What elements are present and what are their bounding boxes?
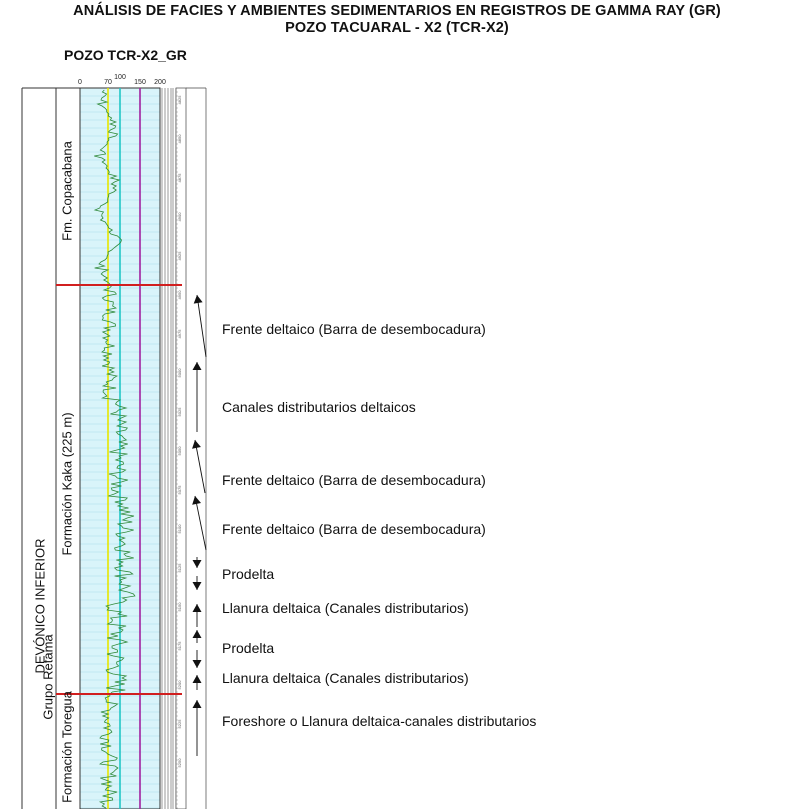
arrow-up-head [192,496,202,505]
facies-label: Frente deltaico (Barra de desembocadura) [222,472,486,488]
chart-title-line1: ANÁLISIS DE FACIES Y AMBIENTES SEDIMENTA… [73,3,721,19]
depth-label: 5100 [177,524,182,534]
depth-label: 4850 [177,134,182,144]
scale-tick-label: 100 [114,74,126,81]
depth-label: 4825 [177,95,182,105]
arrow-down-head [192,660,202,668]
formation-kaka-label: Formación Kaka (225 m) [59,412,75,556]
facies-label: Prodelta [222,566,275,582]
depth-label: 4975 [177,329,182,339]
arrow-up-shaft [194,439,206,494]
facies-label: Prodelta [222,640,275,656]
group-label: Grupo Retama [40,634,56,720]
arrow-up-head [192,700,202,708]
depth-label: 5125 [177,563,182,573]
arrow-up-head [192,630,202,638]
depth-label: 4950 [177,290,182,300]
arrow-up-shaft [196,294,207,358]
depth-label: 5025 [177,407,182,417]
depth-label: 4900 [177,212,182,222]
gr-curve [93,89,136,809]
facies-label: Canales distributarios deltaicos [222,399,416,415]
formation-toregua-label: Formación Toregua [59,691,75,803]
arrow-down-head [192,582,202,590]
depth-label: 5150 [177,602,182,612]
scale-tick-label: 200 [154,79,166,86]
scale-tick-label: 0 [78,79,82,86]
arrow-up-shaft [194,495,207,551]
facies-label: Frente deltaico (Barra de desembocadura) [222,521,486,537]
facies-label: Llanura deltaica (Canales distributarios… [222,600,469,616]
depth-label: 5000 [177,368,182,378]
arrow-down-head [192,560,202,568]
depth-label: 5050 [177,446,182,456]
depth-label: 5200 [177,680,182,690]
depth-track [175,87,187,809]
depth-label: 5225 [177,719,182,729]
arrow-up-head [192,604,202,612]
scale-tick-label: 70 [104,79,112,86]
facies-label: Llanura deltaica (Canales distributarios… [222,670,469,686]
arrow-up-head [192,440,201,449]
facies-label: Foreshore o Llanura deltaica-canales dis… [222,713,537,729]
well-name-label: POZO TCR-X2_GR [64,47,187,63]
arrow-up-head [193,295,203,304]
depth-label: 4925 [177,251,182,261]
depth-label: 4875 [177,173,182,183]
scale-tick-label: 150 [134,79,146,86]
depth-label: 5075 [177,485,182,495]
arrow-up-head [192,362,202,370]
arrow-up-head [192,675,202,683]
depth-label: 5175 [177,641,182,651]
facies-label: Frente deltaico (Barra de desembocadura) [222,321,486,337]
depth-label: 5250 [177,758,182,768]
chart-title-line2: POZO TACUARAL - X2 (TCR-X2) [285,20,509,36]
formation-copacabana-label: Fm. Copacabana [59,141,75,241]
